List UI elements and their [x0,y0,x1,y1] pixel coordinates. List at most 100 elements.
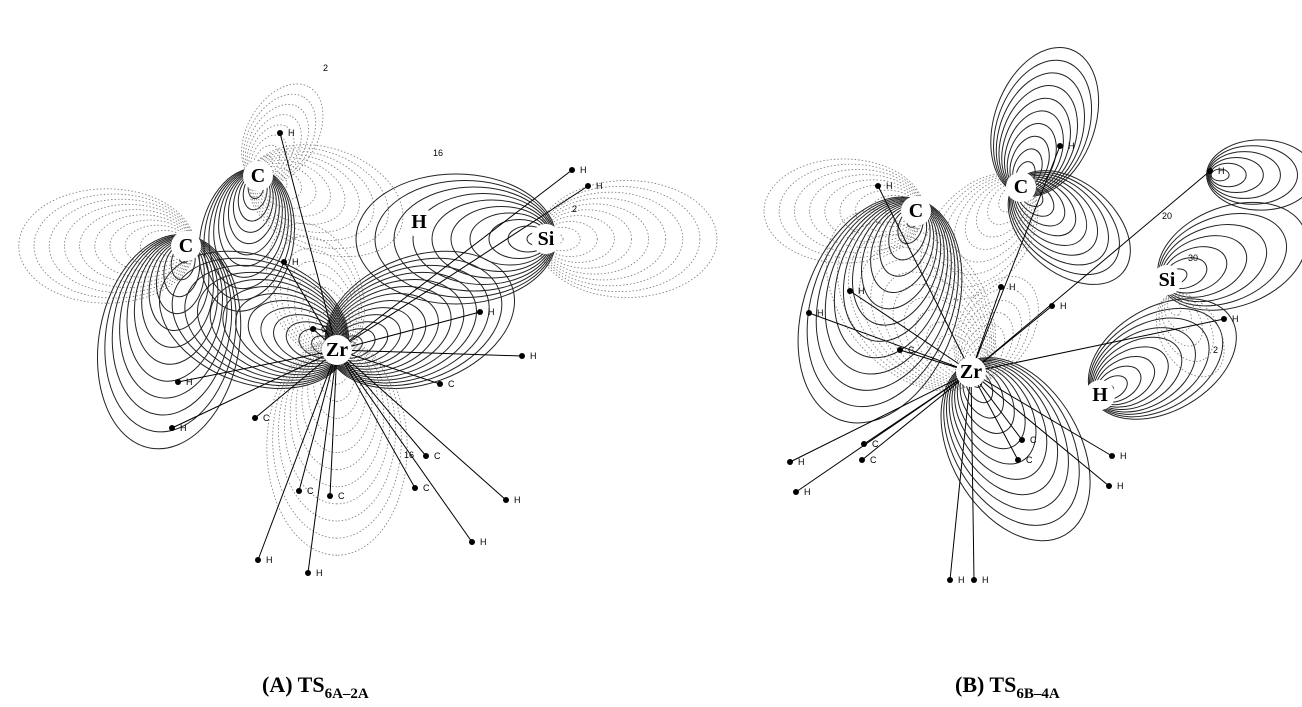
contour-line [19,189,195,303]
atom-dot [998,284,1004,290]
atom-dot [423,453,429,459]
contour-line [927,342,1080,514]
small-atom-label: C [870,455,877,465]
atom-label: Si [538,228,555,250]
atom-label: H [1092,384,1108,406]
small-atom-label: H [514,495,521,505]
small-atom-label: H [596,181,603,191]
contour-line [1143,183,1302,330]
small-atom-label: H [292,257,299,267]
bond [971,319,1224,372]
contour-label: 2 [1213,345,1218,355]
atom-dot [327,493,333,499]
bond [950,372,971,580]
small-atom-label: H [1218,166,1225,176]
atom-label: H [411,211,427,233]
small-atom-label: H [798,457,805,467]
atom-label: C [1014,176,1028,198]
atom-label: C [179,235,193,257]
small-atom-label: H [1060,301,1067,311]
atom-dot [255,557,261,563]
atom-label: C [909,200,923,222]
small-atom-label: H [858,286,865,296]
contour-label: 30 [1188,253,1198,263]
atom-dot [847,288,853,294]
contour-line [313,253,492,400]
contour-label: 2 [572,204,577,214]
atom-dot [175,379,181,385]
contour-line [267,339,407,555]
small-atom-label: C [338,491,345,501]
atom-dot [569,167,575,173]
atom-dot [252,415,258,421]
small-atom-label: C [263,413,270,423]
atom-dot [971,577,977,583]
atom-dot [585,183,591,189]
contour-line [273,340,402,538]
contour-line [1077,310,1210,429]
atom-dot [169,425,175,431]
caption-b: (B) TS6B–4A [955,672,1060,702]
atom-dot [277,130,283,136]
atom-dot [1221,316,1227,322]
figure: HHHHHHHHHHHHCCCCCCCCCHSiZr216162HHHHHHHH… [0,0,1302,707]
atom-dot [1049,303,1055,309]
contour-line [976,46,1109,209]
atom-label: C [251,165,265,187]
atom-label: Zr [960,361,982,383]
bond [864,372,971,444]
small-atom-label: H [958,575,965,585]
small-atom-label: H [316,568,323,578]
contour-line [803,183,975,392]
contour-line [537,181,717,298]
small-atom-label: C [872,439,879,449]
atom-dot [793,489,799,495]
small-atom-label: C [1026,455,1033,465]
atom-dot [1057,143,1063,149]
small-atom-label: C [307,486,314,496]
small-atom-label: H [1232,314,1239,324]
atom-dot [281,259,287,265]
atom-dot [787,459,793,465]
small-atom-label: C [423,483,430,493]
atom-dot [437,381,443,387]
bond [337,350,415,488]
labels: HHHHHHHHHHHHCCCCCCCCCHSiZr216162HHHHHHHH… [169,63,1239,585]
atom-dot [1019,437,1025,443]
small-atom-label: C [448,379,455,389]
atom-dot [1109,453,1115,459]
small-atom-label: H [1068,141,1075,151]
atom-dot [1015,457,1021,463]
bond [809,313,971,372]
contour-label: 16 [433,148,443,158]
small-atom-label: H [1117,481,1124,491]
atom-dot [296,488,302,494]
small-atom-label: H [488,307,495,317]
atom-dot [875,183,881,189]
contour-label: 20 [1162,211,1172,221]
small-atom-label: H [1009,282,1016,292]
atom-dot [1207,168,1213,174]
contour-line [833,222,1016,411]
small-atom-label: H [1120,451,1127,461]
atom-label: Zr [326,339,348,361]
atom-dot [469,539,475,545]
bond [280,133,337,350]
small-atom-label: H [480,537,487,547]
atom-dot [305,570,311,576]
small-atom-label: C [1030,435,1037,445]
atom-dot [861,441,867,447]
small-atom-label: H [186,377,193,387]
small-atom-label: H [530,351,537,361]
atom-dot [519,353,525,359]
atom-dot [1106,483,1112,489]
atom-dot [947,577,953,583]
small-atom-label: H [180,423,187,433]
caption-a: (A) TS6A–2A [262,672,369,702]
contour-line [233,124,419,276]
atom-dot [477,309,483,315]
small-atom-label: H [266,555,273,565]
small-atom-label: C [321,324,328,334]
small-atom-label: C [908,345,915,355]
atom-label: Si [1159,269,1176,291]
